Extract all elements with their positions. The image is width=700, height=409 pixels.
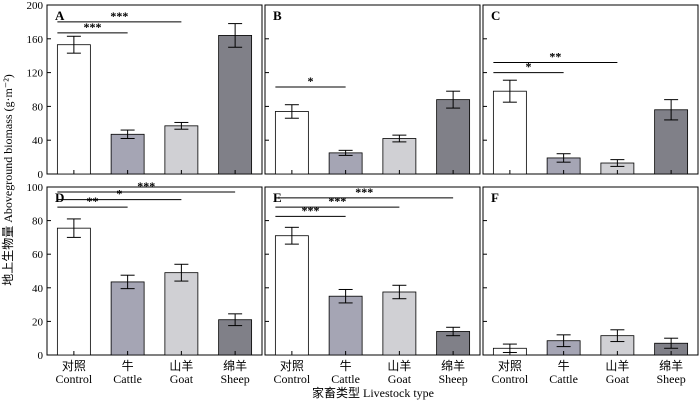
bar-goat	[164, 272, 199, 356]
y-tick-label: 0	[38, 169, 44, 181]
category-label-cn: 山羊	[387, 358, 411, 373]
y-tick-label: 0	[38, 350, 44, 362]
bar-goat	[164, 125, 199, 175]
category-label-en: Control	[56, 372, 93, 386]
y-tick-label: 60	[32, 249, 44, 261]
significance-label: **	[87, 194, 99, 208]
bar-cattle	[328, 295, 363, 356]
category-label-cn: 对照	[62, 359, 86, 373]
bar-cattle	[110, 133, 145, 175]
bar-sheep	[654, 109, 689, 175]
y-tick-label: 40	[32, 135, 44, 147]
panel-b: B*	[264, 4, 481, 175]
bar-control	[56, 44, 91, 175]
y-tick-label: 80	[32, 101, 44, 113]
y-tick-label: 100	[27, 182, 44, 194]
panel-label: B	[273, 8, 282, 23]
significance-label: ***	[302, 203, 320, 217]
category-label-cn: 山羊	[605, 358, 629, 373]
y-tick-label: 160	[27, 34, 44, 46]
panel-label: F	[491, 190, 499, 205]
category-label-cn: 牛	[122, 358, 134, 373]
category-label-cn: 绵羊	[441, 358, 465, 373]
category-label-en: Sheep	[656, 372, 685, 386]
category-label-cn: 牛	[558, 358, 570, 373]
panel-label: D	[55, 190, 64, 205]
panel-frame	[46, 4, 263, 175]
category-label-cn: 牛	[340, 358, 352, 373]
category-label-cn: 对照	[498, 359, 522, 373]
y-axis-title: 地上生物量 Aboveground biomass (g·m⁻²)	[1, 74, 15, 286]
y-tick-label: 40	[32, 283, 44, 295]
bar-cattle	[110, 281, 145, 356]
category-label-en: Sheep	[438, 372, 467, 386]
bar-sheep	[218, 35, 253, 175]
panel-frame	[482, 4, 699, 175]
y-tick-label: 80	[32, 216, 44, 228]
y-tick-label: 20	[32, 316, 44, 328]
panel-c: C***	[482, 4, 699, 175]
significance-label: ***	[137, 179, 155, 193]
significance-label: *	[116, 187, 122, 201]
category-label-cn: 绵羊	[659, 358, 683, 373]
x-axis-title: 家畜类型 Livestock type	[312, 385, 434, 400]
category-label-cn: 山羊	[169, 358, 193, 373]
category-label-en: Goat	[170, 372, 194, 386]
category-label-cn: 绵羊	[223, 358, 247, 373]
significance-label: ***	[328, 194, 346, 208]
y-tick-label: 200	[27, 0, 44, 12]
panel-a: A 0 40 80 120 160 200 *** ***	[27, 0, 263, 181]
panel-frame	[264, 4, 481, 175]
significance-label: *	[526, 60, 532, 74]
bar-control	[56, 227, 91, 356]
panel-label: C	[491, 8, 500, 23]
bar-goat	[382, 138, 417, 175]
category-label-en: Control	[492, 372, 529, 386]
category-label-en: Goat	[606, 372, 630, 386]
bar-goat	[382, 291, 417, 356]
category-label-en: Control	[274, 372, 311, 386]
bar-sheep	[436, 99, 471, 175]
bar-control	[274, 235, 309, 356]
panel-frame	[46, 186, 263, 356]
category-label-en: Cattle	[331, 372, 360, 386]
significance-label: *	[308, 74, 314, 88]
bar-control	[274, 111, 309, 175]
y-tick-label: 120	[27, 68, 44, 80]
panel-label: A	[55, 8, 65, 23]
significance-label: ***	[84, 20, 102, 34]
category-label-en: Cattle	[549, 372, 578, 386]
category-label-cn: 对照	[280, 359, 304, 373]
significance-label: ***	[110, 9, 128, 23]
panel-frame	[482, 186, 699, 356]
panel-frame	[264, 186, 481, 356]
category-label-en: Sheep	[220, 372, 249, 386]
significance-label: **	[549, 49, 561, 63]
bar-control	[492, 90, 527, 175]
category-label-en: Cattle	[113, 372, 142, 386]
significance-label: ***	[355, 185, 373, 199]
category-label-en: Goat	[388, 372, 412, 386]
